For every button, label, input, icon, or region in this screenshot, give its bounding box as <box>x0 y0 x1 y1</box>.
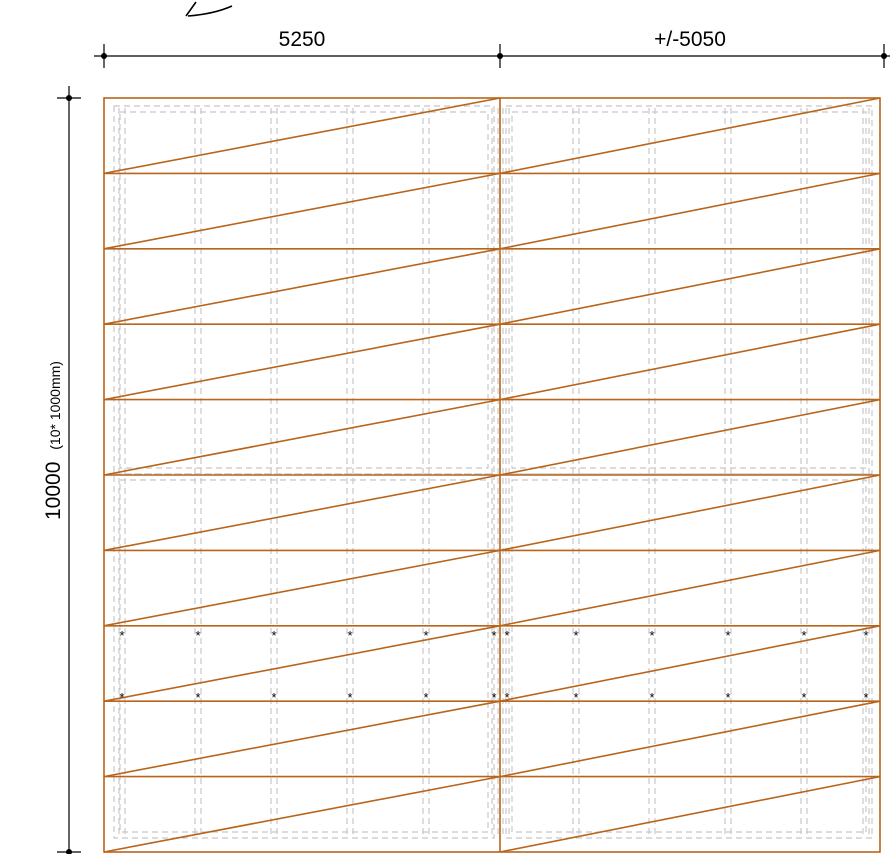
frame-block <box>505 105 873 475</box>
panel-diagonal <box>103 700 501 778</box>
panel-diagonal <box>103 172 501 250</box>
panel-diagonal <box>103 97 501 175</box>
anchor-marker: * <box>573 628 578 643</box>
dimension-node <box>66 95 72 101</box>
anchor-marker: * <box>347 628 352 643</box>
frame-block-inner <box>511 111 867 469</box>
anchor-marker: * <box>649 628 654 643</box>
panel-diagonal <box>103 248 501 325</box>
dimension-node <box>497 53 503 59</box>
anchor-marker: * <box>725 690 730 705</box>
panel-diagonal <box>103 625 501 702</box>
anchor-marker: * <box>504 628 509 643</box>
panel-diagonal <box>499 398 881 476</box>
anchor-marker: * <box>504 690 509 705</box>
anchor-marker: * <box>195 690 200 705</box>
frame-block-inner <box>511 479 867 833</box>
anchor-marker: * <box>649 690 654 705</box>
anchor-marker: * <box>347 690 352 705</box>
anchor-markers: * * * * * * * * * * * * * * * * * * * * * * * * <box>119 628 868 705</box>
sketch-fragment <box>185 1 233 17</box>
frame-block <box>113 473 495 839</box>
panel-diagonal <box>103 398 501 476</box>
anchor-marker: * <box>423 690 428 705</box>
anchor-marker: * <box>271 628 276 643</box>
anchor-marker: * <box>863 628 868 643</box>
dimension-node <box>66 849 72 854</box>
anchor-marker: * <box>119 690 124 705</box>
panel-diagonal <box>499 775 881 853</box>
frame-block <box>113 105 495 475</box>
panel-diagonal <box>103 775 501 853</box>
panel-diagonal <box>499 97 881 175</box>
anchor-marker: * <box>195 628 200 643</box>
anchor-marker: * <box>801 628 806 643</box>
svg-text:10000 (10* 1000mm): 10000 (10* 1000mm) <box>42 361 65 520</box>
frame-structure <box>113 105 873 839</box>
panel-grid <box>103 97 881 853</box>
anchor-marker: * <box>725 628 730 643</box>
panel-diagonal <box>103 323 501 401</box>
panel-diagonal <box>499 549 881 627</box>
dimension-label-left: 5250 <box>279 28 326 51</box>
frame-block <box>505 473 873 839</box>
panel-diagonal <box>499 172 881 250</box>
dimension-node <box>101 53 107 59</box>
anchor-marker: * <box>423 628 428 643</box>
panel-diagonal <box>499 323 881 401</box>
panel-diagonal <box>103 474 501 552</box>
dimension-label-right: +/-5050 <box>654 28 726 51</box>
dimension-side-note: (10* 1000mm) <box>47 361 63 450</box>
panel-diagonal <box>103 549 501 627</box>
panel-diagonal <box>499 474 881 552</box>
frame-block-inner <box>119 479 489 833</box>
dimension-label-side: 10000 (10* 1000mm) <box>42 361 65 520</box>
dimension-lines <box>57 44 890 854</box>
anchor-marker: * <box>271 690 276 705</box>
anchor-marker: * <box>119 628 124 643</box>
panel-diagonal <box>499 625 881 702</box>
dimension-side-main: 10000 <box>42 462 65 520</box>
panel-diagonal <box>499 248 881 325</box>
dimension-node <box>881 53 887 59</box>
anchor-marker: * <box>491 690 496 705</box>
anchor-marker: * <box>801 690 806 705</box>
frame-block-inner <box>119 111 489 469</box>
anchor-marker: * <box>491 628 496 643</box>
anchor-marker: * <box>863 690 868 705</box>
panel-diagonal <box>499 700 881 778</box>
anchor-marker: * <box>573 690 578 705</box>
